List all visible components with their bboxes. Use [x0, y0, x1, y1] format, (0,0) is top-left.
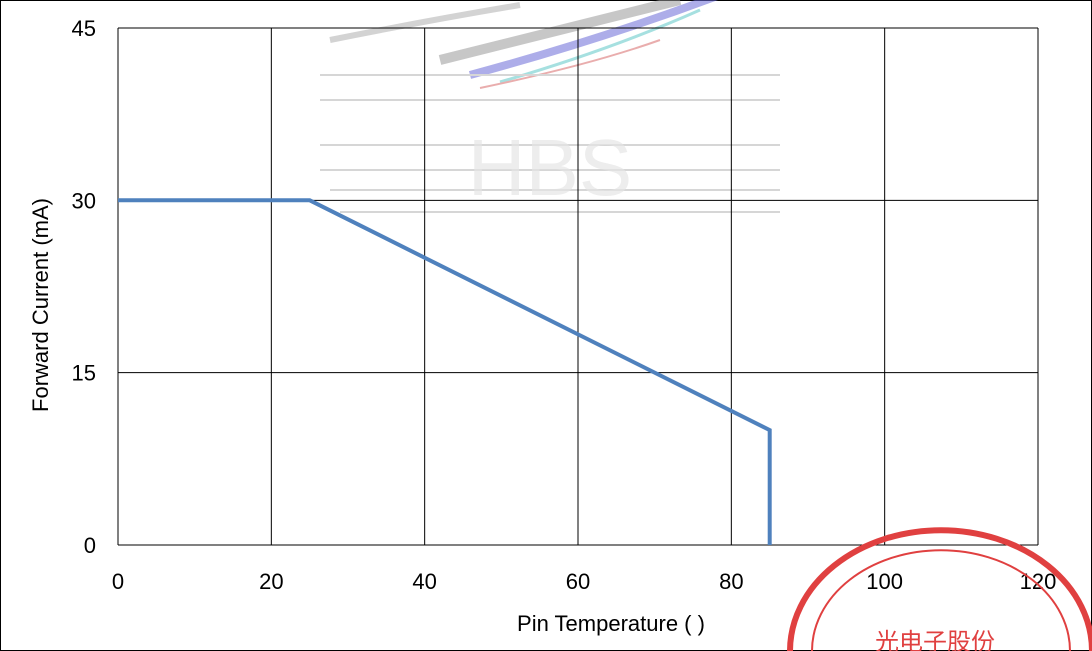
company-stamp: 光电子股份: [787, 527, 1092, 651]
tick-labels: 0 20 40 60 80 100 120 0 15 30 45: [72, 16, 1057, 594]
x-tick-label: 120: [1020, 569, 1057, 594]
series-layer: [117, 198, 772, 546]
x-tick-label: 20: [259, 569, 283, 594]
y-tick-label: 0: [84, 533, 96, 558]
x-axis-title: Pin Temperature ( ): [517, 611, 705, 636]
series-line-0: [118, 198, 772, 545]
x-tick-label: 80: [719, 569, 743, 594]
stamp-text: 光电子股份: [875, 629, 995, 651]
x-tick-label: 60: [566, 569, 590, 594]
y-tick-label: 15: [72, 361, 96, 386]
x-tick-label: 40: [412, 569, 436, 594]
x-tick-label: 100: [866, 569, 903, 594]
watermark-logo: HBS: [320, 0, 780, 213]
y-tick-label: 30: [72, 188, 96, 213]
watermark-text: HBS: [468, 123, 633, 212]
watermark-lines: [320, 74, 780, 213]
x-tick-label: 0: [112, 569, 124, 594]
y-tick-label: 45: [72, 16, 96, 41]
y-axis-title: Forward Current (mA): [28, 198, 53, 412]
